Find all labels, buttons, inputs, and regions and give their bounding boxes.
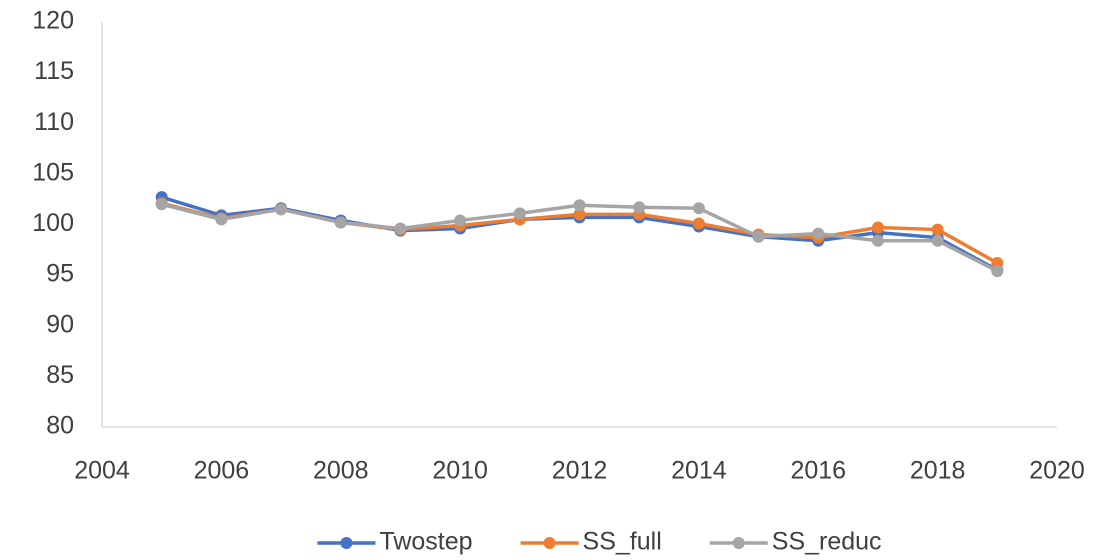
point <box>812 227 825 240</box>
legend-marker <box>543 537 556 549</box>
point <box>215 213 228 226</box>
y-tick-label: 115 <box>34 57 74 85</box>
x-tick-label: 2006 <box>194 457 250 485</box>
y-tick-label: 90 <box>46 310 74 338</box>
y-tick-label: 100 <box>32 209 74 237</box>
x-tick-label: 2018 <box>910 457 966 485</box>
legend-item: SS_full <box>520 528 662 556</box>
point <box>871 221 884 234</box>
x-tick-label: 2016 <box>790 457 846 485</box>
y-tick-label: 110 <box>34 108 74 136</box>
legend-label: SS_reduc <box>772 528 882 556</box>
point <box>692 202 705 215</box>
point <box>334 216 347 229</box>
x-tick-label: 2012 <box>552 457 608 485</box>
x-tick-label: 2020 <box>1029 457 1085 485</box>
x-tick-label: 2008 <box>313 457 369 485</box>
point <box>573 199 586 212</box>
legend-marker <box>732 537 745 549</box>
legend-label: Twostep <box>379 528 472 556</box>
point <box>633 201 646 214</box>
legend-item: SS_reduc <box>709 528 882 556</box>
y-tick-label: 80 <box>46 412 74 440</box>
point <box>454 214 467 227</box>
point <box>155 198 168 211</box>
point <box>692 217 705 230</box>
legend-item: Twostep <box>317 528 473 556</box>
point <box>931 223 944 236</box>
point <box>871 234 884 247</box>
x-tick-label: 2004 <box>74 457 130 485</box>
x-tick-label: 2014 <box>671 457 727 485</box>
point <box>573 208 586 221</box>
point <box>275 203 288 216</box>
y-tick-label: 105 <box>32 158 74 186</box>
point <box>991 265 1004 278</box>
y-tick-label: 120 <box>32 7 74 35</box>
y-tick-label: 85 <box>46 361 74 389</box>
legend-marker <box>340 537 353 549</box>
legend-label: SS_full <box>583 528 662 556</box>
y-tick-label: 95 <box>46 260 74 288</box>
x-tick-label: 2010 <box>432 457 488 485</box>
point <box>931 234 944 247</box>
point <box>513 207 526 220</box>
point <box>394 222 407 235</box>
point <box>752 230 765 243</box>
